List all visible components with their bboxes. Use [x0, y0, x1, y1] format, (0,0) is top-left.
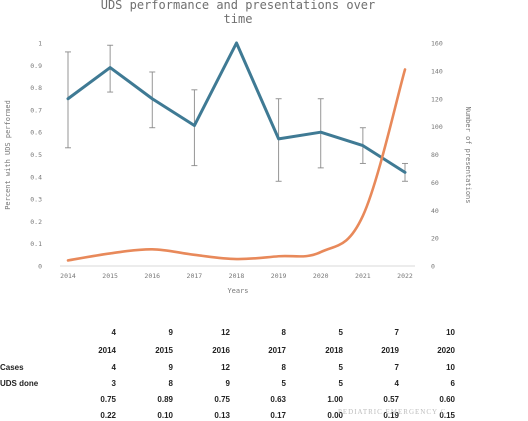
left-tick-label: 0.4	[30, 173, 42, 181]
left-tick-label: 0.8	[30, 84, 42, 92]
left-tick-label: 0.5	[30, 151, 42, 159]
table-cell: 3	[111, 379, 116, 388]
x-tick-label: 2022	[397, 272, 413, 280]
x-tick-label: 2017	[187, 272, 203, 280]
table-cell: 10	[446, 363, 455, 372]
table-cell: 0.13	[214, 411, 230, 420]
x-tick-label: 2019	[271, 272, 287, 280]
right-tick-label: 0	[431, 263, 435, 271]
table-col-year: 2014	[98, 346, 116, 355]
table-col-year: 2019	[381, 346, 399, 355]
table-cell: 0.75	[214, 395, 230, 404]
table-col-count: 10	[446, 328, 455, 337]
x-tick-label: 2020	[313, 272, 329, 280]
chart-title-line-1: UDS performance and presentations over	[101, 0, 376, 12]
x-tick-label: 2016	[144, 272, 160, 280]
table-col-year: 2018	[325, 346, 343, 355]
table-cell: 5	[338, 363, 343, 372]
left-tick-label: 0.1	[30, 240, 42, 248]
left-tick-label: 1	[38, 40, 42, 48]
chart: UDS performance and presentations over t…	[4, 0, 472, 295]
left-tick-label: 0.9	[30, 62, 42, 70]
table-cell: 8	[281, 363, 286, 372]
table-cell: 5	[338, 379, 343, 388]
table-col-count: 5	[338, 328, 343, 337]
table-col-year: 2016	[212, 346, 230, 355]
right-tick-label: 60	[431, 179, 439, 187]
table-cell: 0.15	[439, 411, 455, 420]
right-tick-label: 140	[431, 67, 443, 75]
right-tick-label: 160	[431, 40, 443, 48]
table-cell: 4	[111, 363, 116, 372]
data-table: 4 9 12 8 5 7 10 2014 2015 2016 2017 2018 2019 2020 Cas…	[0, 326, 528, 421]
table-col-year: 2017	[268, 346, 286, 355]
left-tick-label: 0.3	[30, 196, 42, 204]
table-col-count: 12	[221, 328, 230, 337]
table-col-count: 8	[281, 328, 286, 337]
right-tick-label: 80	[431, 151, 439, 159]
right-tick-label: 40	[431, 207, 439, 215]
table-cell: 4	[394, 379, 399, 388]
table-cell: 0.63	[270, 395, 286, 404]
table-cell: 0.17	[270, 411, 286, 420]
series-lines	[66, 41, 407, 262]
chart-title-line-2: time	[224, 12, 253, 26]
table-cell: 0.10	[157, 411, 173, 420]
x-tick-label: 2015	[102, 272, 118, 280]
table-cell: 5	[281, 379, 286, 388]
table-col-year: 2020	[437, 346, 455, 355]
table-cell: 12	[221, 363, 230, 372]
right-tick-label: 100	[431, 123, 443, 131]
table-cell: 1.00	[327, 395, 343, 404]
left-axis-ticks: 0 0.1 0.2 0.3 0.4 0.5 0.6 0.7 0.8 0.9 1	[30, 40, 42, 271]
right-tick-label: 20	[431, 235, 439, 243]
uds-percent-line	[66, 41, 407, 174]
table-col-count: 4	[111, 328, 116, 337]
table-cell: 7	[394, 363, 399, 372]
right-axis-ticks: 0 20 40 60 80 100 120 140 160	[431, 40, 443, 271]
table-row-label: Cases	[0, 363, 24, 372]
table-cell: 0.89	[157, 395, 173, 404]
x-tick-label: 2014	[60, 272, 76, 280]
left-tick-label: 0	[38, 263, 42, 271]
table-col-count: 7	[394, 328, 399, 337]
table-col-year: 2015	[155, 346, 173, 355]
table-cell: 0.22	[100, 411, 116, 420]
x-tick-label: 2018	[229, 272, 245, 280]
left-tick-label: 0.2	[30, 218, 42, 226]
x-axis-label: Years	[227, 287, 248, 295]
right-axis-label: Number of presentations	[464, 107, 472, 204]
table-cell: 9	[225, 379, 230, 388]
table-cell: 0.57	[383, 395, 399, 404]
table-cell: 0.60	[439, 395, 455, 404]
table-col-count: 9	[168, 328, 173, 337]
right-tick-label: 120	[431, 95, 443, 103]
table-cell: 0.19	[383, 411, 399, 420]
table-cell: 0.00	[327, 411, 343, 420]
watermark: PEDIATRIC EMERGENCY C	[338, 408, 447, 416]
table-row-label: UDS done	[0, 379, 39, 388]
error-bars	[65, 44, 408, 182]
x-tick-label: 2021	[355, 272, 371, 280]
left-axis-label: Percent with UDS performed	[4, 100, 12, 210]
table-cell: 9	[168, 363, 173, 372]
table-cell: 0.75	[100, 395, 116, 404]
presentations-line	[66, 68, 407, 262]
left-tick-label: 0.6	[30, 129, 42, 137]
table-cell: 8	[168, 379, 173, 388]
table-cell: 6	[450, 379, 455, 388]
left-tick-label: 0.7	[30, 106, 42, 114]
x-axis-ticks: 2014 2015 2016 2017 2018 2019 2020 2021 2022	[60, 272, 413, 280]
